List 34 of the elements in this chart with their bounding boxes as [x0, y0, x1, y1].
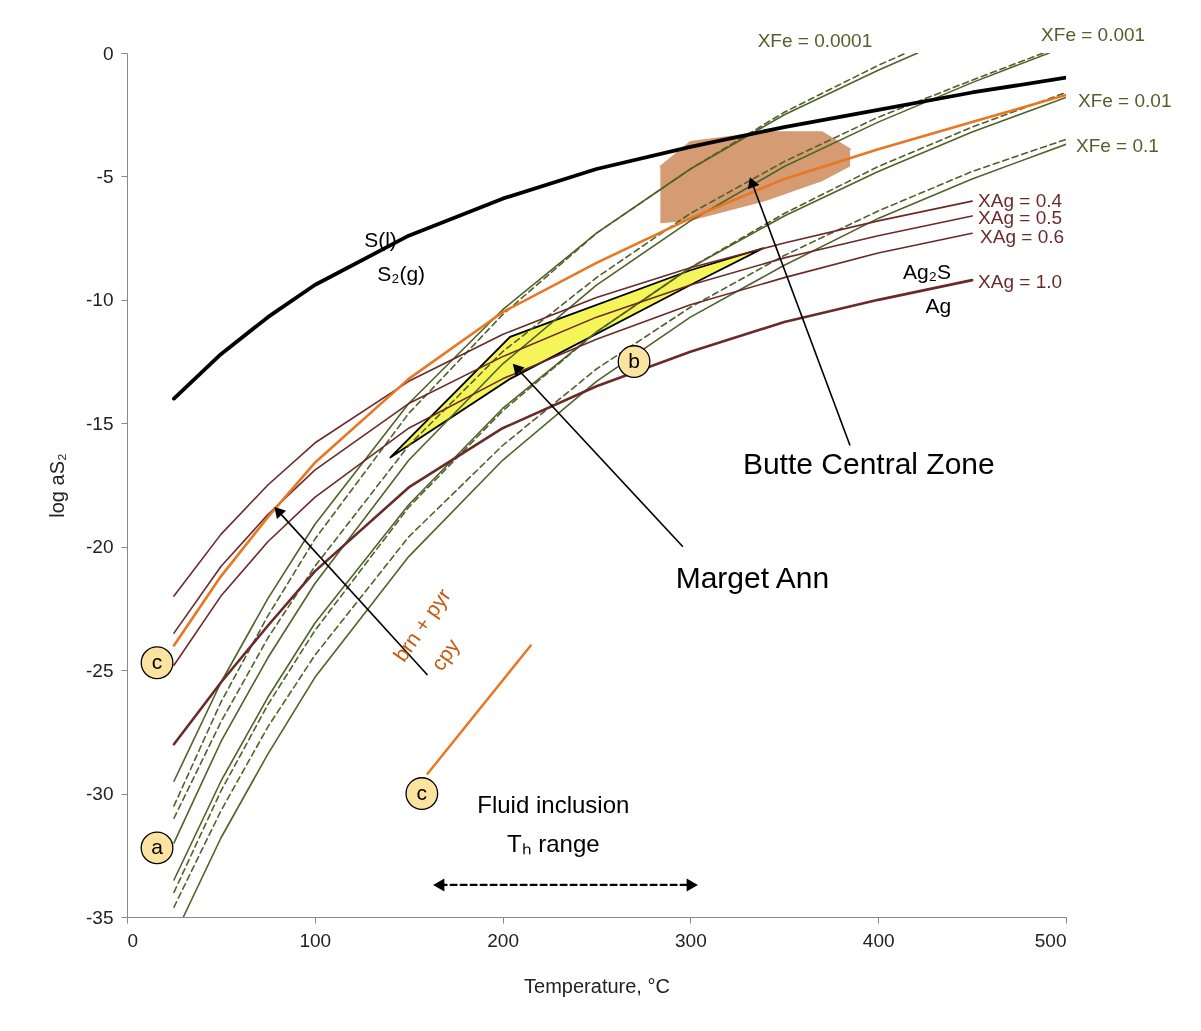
x-tick-label: 500	[1034, 929, 1067, 951]
y-tick-label: -15	[86, 412, 114, 434]
y-tick-label: -20	[86, 536, 114, 558]
y-tick-label: 0	[102, 42, 114, 64]
x-axis-title: Temperature, °C	[524, 974, 670, 997]
x-tick-label: 300	[675, 929, 707, 951]
annotation: S₂(g)	[377, 262, 426, 286]
series-label: XFe = 0.0001	[757, 30, 873, 51]
y-tick-label: -25	[86, 659, 114, 681]
series-label: XFe = 0.001	[1041, 24, 1146, 45]
annotation: a	[151, 834, 164, 858]
x-tick-label: 200	[487, 929, 519, 951]
x-tick-label: 100	[299, 929, 332, 951]
line-series	[172, 75, 1066, 401]
annotation: Ag	[925, 294, 952, 318]
series-label: XAg = 1.0	[978, 271, 1063, 293]
annotation: Ag₂S	[903, 259, 951, 283]
annotation: b	[628, 348, 640, 372]
annotation: Tₕ range	[506, 830, 600, 858]
y-axis-title: log aS₂	[46, 453, 69, 518]
x-tick-label: 0	[127, 929, 139, 951]
y-tick-label: -30	[86, 783, 114, 805]
annotation: c	[151, 649, 163, 673]
annotation: Butte Central Zone	[742, 447, 995, 481]
series-label: XFe = 0.01	[1078, 90, 1172, 112]
annotation: cpy	[426, 634, 465, 675]
series-label: XFe = 0.1	[1076, 135, 1159, 157]
annotation: Marget Ann	[675, 560, 830, 594]
y-tick-label: -5	[96, 165, 114, 187]
x-tick-label: 400	[862, 929, 895, 951]
y-tick-label: -10	[86, 289, 114, 311]
y-tick-label: -35	[86, 906, 114, 928]
annotation: c	[416, 780, 428, 804]
annotation: Fluid inclusion	[477, 790, 630, 818]
